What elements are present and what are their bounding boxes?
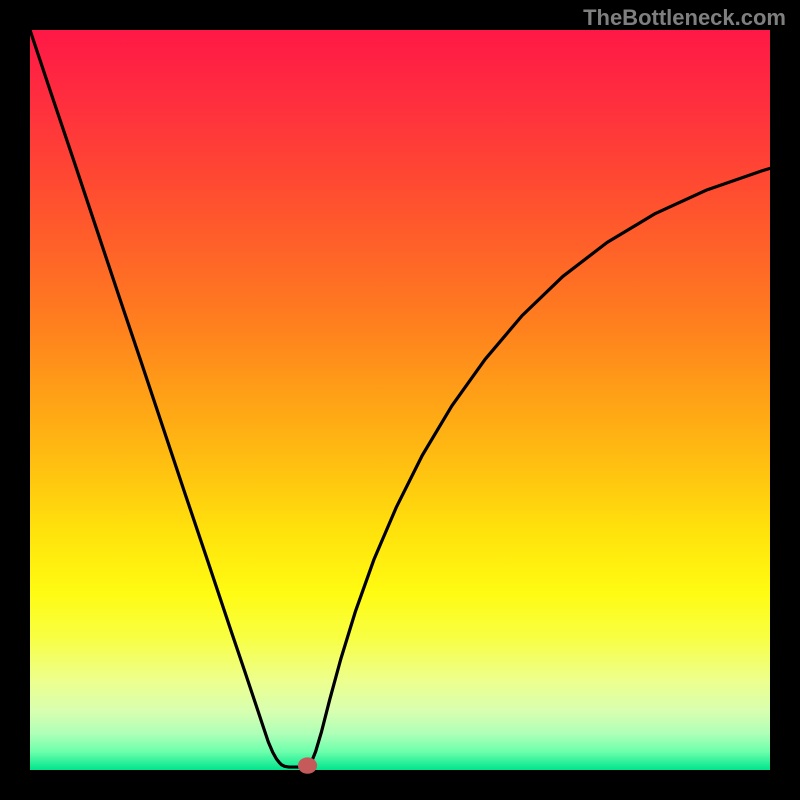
plot-background <box>30 30 770 770</box>
optimal-point-marker <box>298 757 317 773</box>
watermark-text: TheBottleneck.com <box>583 5 786 31</box>
bottleneck-curve-chart <box>0 0 800 800</box>
